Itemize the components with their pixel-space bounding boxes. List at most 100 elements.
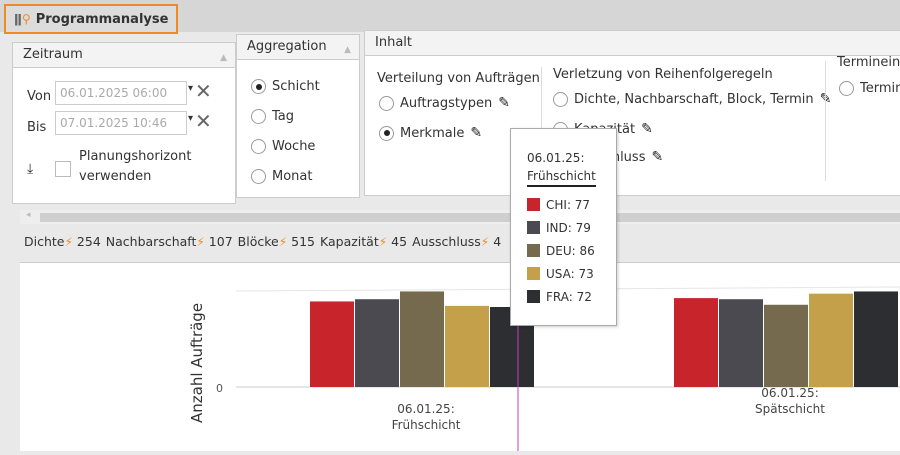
tooltip-item: IND: 79 [511, 216, 616, 239]
bar-usa[interactable] [809, 293, 853, 387]
termin-title: Termineinh [837, 55, 900, 70]
radio-icon [839, 81, 854, 96]
stat-dichte: Dichte⚡ 254 [24, 234, 101, 249]
zeitraum-header[interactable]: Zeitraum ▲ [13, 43, 235, 68]
bar-ind[interactable] [355, 299, 399, 387]
radio-termin[interactable]: Terminr [839, 81, 900, 96]
violation-stats: Dichte⚡ 254 Nachbarschaft⚡ 107 Blöcke⚡ 5… [24, 234, 501, 249]
bis-clear-icon[interactable]: ✕ [195, 109, 212, 133]
bar-usa[interactable] [445, 305, 489, 387]
tooltip-label: DEU: 86 [546, 243, 595, 258]
radio-tag[interactable]: Tag [251, 109, 294, 124]
verteilung-title: Verteilung von Aufträgen [377, 71, 540, 86]
divider [825, 61, 826, 181]
radio-monat[interactable]: Monat [251, 169, 312, 184]
title-bar: ǁ⚲ Programmanalyse [0, 0, 900, 34]
bar-ind[interactable] [719, 299, 763, 387]
x-tick-label: Spätschicht [755, 402, 825, 416]
von-input[interactable]: 06.01.2025 06:00 [55, 81, 187, 105]
radio-label: Schicht [272, 79, 320, 94]
radio-icon [251, 169, 266, 184]
pencil-icon[interactable]: ✎ [498, 95, 510, 111]
chart-svg: Anzahl Aufträge 0 06.01.25: Frühschicht … [188, 286, 900, 451]
stat-bloecke: Blöcke⚡ 515 [237, 234, 315, 249]
radio-label: Dichte, Nachbarschaft, Block, Termin [574, 91, 814, 107]
stat-ausschluss: Ausschluss⚡ 4 [412, 234, 502, 249]
radio-icon [379, 125, 394, 141]
lightning-icon: ⚡ [378, 235, 388, 249]
verletzung-title: Verletzung von Reihenfolgeregeln [553, 67, 773, 82]
collapse-icon[interactable]: ▲ [344, 45, 351, 55]
scroll-left-icon[interactable]: ◂ [26, 210, 31, 220]
legend-swatch [527, 221, 540, 234]
checkbox-label: Planungshorizont [79, 149, 192, 164]
tooltip-item: USA: 73 [511, 262, 616, 285]
tooltip-label: IND: 79 [546, 220, 591, 235]
bis-value: 07.01.2025 10:46 [60, 116, 168, 130]
pencil-icon[interactable]: ✎ [651, 149, 664, 165]
zeitraum-title: Zeitraum [23, 47, 83, 62]
radio-label: Terminr [860, 81, 900, 96]
chart-search-icon: ǁ⚲ [14, 12, 31, 26]
lightning-icon: ⚡ [480, 235, 490, 249]
radio-icon [251, 139, 266, 154]
scrollbar-thumb[interactable] [40, 213, 900, 222]
bar-chart: Anzahl Aufträge 0 06.01.25: Frühschicht … [20, 262, 900, 451]
bis-label: Bis [27, 120, 47, 135]
tooltip-label: FRA: 72 [546, 289, 592, 304]
tooltip-title: 06.01.25: Frühschicht [511, 129, 616, 187]
tooltip-item: FRA: 72 [511, 285, 616, 308]
radio-icon [379, 95, 394, 111]
tooltip-label: CHI: 77 [546, 197, 591, 212]
pencil-icon[interactable]: ✎ [641, 121, 653, 137]
aggregation-title: Aggregation [247, 39, 327, 54]
radio-dichte[interactable]: Dichte, Nachbarschaft, Block, Termin✎ [553, 91, 831, 107]
y-tick-label: 0 [216, 382, 223, 395]
radio-label: Auftragstypen [400, 95, 493, 111]
radio-icon [251, 79, 266, 94]
bar-deu[interactable] [764, 304, 808, 387]
bar-chi[interactable] [674, 298, 718, 387]
legend-swatch [527, 290, 540, 303]
bis-dropdown-icon[interactable]: ▾ [188, 113, 194, 124]
radio-label: Merkmale [400, 125, 465, 141]
bis-input[interactable]: 07.01.2025 10:46 [55, 111, 187, 135]
radio-merkmale[interactable]: Merkmale ✎ [379, 125, 482, 141]
x-tick-label: 06.01.25: [761, 386, 818, 400]
legend-swatch [527, 267, 540, 280]
radio-label: Woche [272, 139, 316, 154]
horizontal-scrollbar[interactable]: ◂ [20, 210, 900, 224]
aggregation-header[interactable]: Aggregation ▲ [237, 35, 359, 60]
bar-chi[interactable] [310, 301, 354, 387]
y-axis-label: Anzahl Aufträge [188, 303, 206, 423]
lightning-icon: ⚡ [64, 235, 73, 249]
tooltip-item: CHI: 77 [511, 193, 616, 216]
checkbox-label-2: verwenden [79, 169, 152, 184]
inhalt-title: Inhalt [375, 35, 412, 50]
lightning-icon: ⚡ [278, 235, 288, 249]
radio-label: Monat [272, 169, 313, 184]
lightning-icon: ⚡ [196, 235, 205, 249]
x-tick-label: 06.01.25: [397, 402, 454, 416]
inhalt-panel: Inhalt Verteilung von Aufträgen Auftrags… [364, 30, 900, 196]
legend-swatch [527, 198, 540, 211]
radio-schicht[interactable]: Schicht [251, 79, 320, 94]
tooltip-item: DEU: 86 [511, 239, 616, 262]
bar-deu[interactable] [400, 291, 444, 387]
x-tick-label: Frühschicht [392, 418, 461, 432]
radio-auftragstypen[interactable]: Auftragstypen ✎ [379, 95, 510, 111]
stat-kapazitaet: Kapazität⚡ 45 [320, 234, 408, 249]
chart-tooltip: 06.01.25: Frühschicht CHI: 77 IND: 79 DEU: … [510, 128, 617, 326]
von-clear-icon[interactable]: ✕ [195, 79, 212, 103]
tooltip-label: USA: 73 [546, 266, 594, 281]
legend-swatch [527, 244, 540, 257]
planungshorizont-checkbox[interactable] [55, 161, 71, 177]
radio-woche[interactable]: Woche [251, 139, 315, 154]
bar-fra[interactable] [854, 291, 898, 387]
von-value: 06.01.2025 06:00 [60, 86, 168, 100]
aggregation-panel: Aggregation ▲ Schicht Tag Woche Monat [236, 34, 360, 198]
tab-programmanalyse[interactable]: ǁ⚲ Programmanalyse [4, 4, 179, 34]
collapse-icon[interactable]: ▲ [220, 53, 227, 63]
von-dropdown-icon[interactable]: ▾ [188, 83, 194, 94]
pencil-icon[interactable]: ✎ [470, 125, 483, 141]
